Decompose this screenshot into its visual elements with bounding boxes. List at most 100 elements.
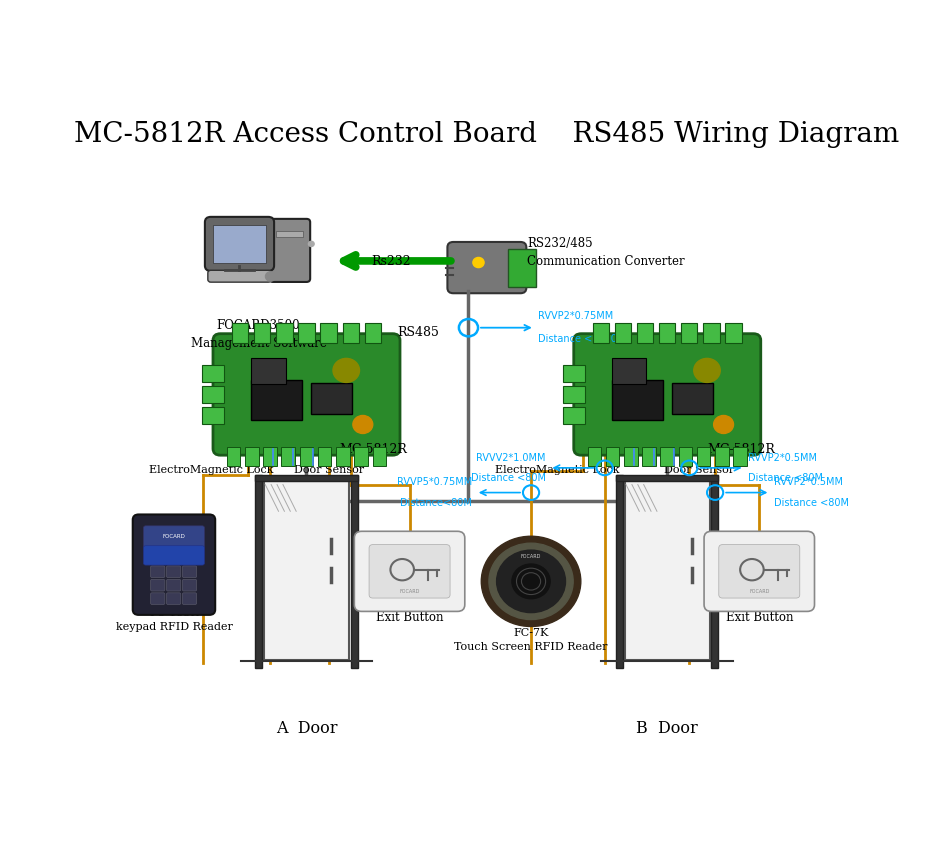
FancyBboxPatch shape [719, 544, 800, 598]
FancyBboxPatch shape [263, 447, 276, 466]
Text: Door Sensor: Door Sensor [294, 465, 364, 474]
FancyBboxPatch shape [354, 531, 465, 611]
FancyBboxPatch shape [143, 525, 204, 547]
Circle shape [694, 358, 720, 382]
FancyBboxPatch shape [726, 323, 742, 343]
FancyBboxPatch shape [588, 447, 601, 466]
FancyBboxPatch shape [563, 386, 584, 403]
Polygon shape [616, 475, 623, 668]
FancyBboxPatch shape [660, 447, 674, 466]
FancyBboxPatch shape [678, 447, 693, 466]
FancyBboxPatch shape [166, 579, 180, 591]
FancyBboxPatch shape [311, 383, 352, 414]
FancyBboxPatch shape [202, 407, 224, 424]
Circle shape [473, 257, 485, 268]
FancyBboxPatch shape [336, 447, 350, 466]
Text: MC-5812R: MC-5812R [708, 443, 775, 456]
FancyBboxPatch shape [213, 225, 266, 263]
FancyBboxPatch shape [369, 544, 450, 598]
FancyBboxPatch shape [269, 218, 310, 282]
Text: RVVP2*0.5MM: RVVP2*0.5MM [749, 453, 817, 462]
FancyBboxPatch shape [298, 323, 314, 343]
FancyBboxPatch shape [715, 447, 729, 466]
FancyBboxPatch shape [697, 447, 711, 466]
Text: FOCARD: FOCARD [521, 554, 541, 559]
FancyBboxPatch shape [227, 447, 240, 466]
FancyBboxPatch shape [624, 447, 637, 466]
FancyBboxPatch shape [365, 323, 381, 343]
Circle shape [713, 415, 733, 434]
FancyBboxPatch shape [593, 323, 609, 343]
Text: FOCARD3500
Management Software: FOCARD3500 Management Software [191, 319, 327, 350]
FancyBboxPatch shape [182, 593, 197, 604]
Text: Rs232: Rs232 [371, 255, 411, 268]
FancyBboxPatch shape [166, 593, 180, 604]
FancyBboxPatch shape [143, 545, 204, 565]
Text: A  Door: A Door [276, 720, 337, 737]
Text: FOCARD: FOCARD [750, 589, 770, 594]
FancyBboxPatch shape [213, 334, 400, 455]
Text: Exit Button: Exit Button [726, 611, 793, 624]
Circle shape [265, 271, 275, 281]
FancyBboxPatch shape [205, 217, 275, 271]
FancyBboxPatch shape [318, 447, 332, 466]
FancyBboxPatch shape [642, 447, 656, 466]
Text: ElectroMagnetic Lock: ElectroMagnetic Lock [148, 465, 273, 474]
Text: RVVP2*0.5MM: RVVP2*0.5MM [774, 477, 843, 487]
FancyBboxPatch shape [255, 323, 271, 343]
FancyBboxPatch shape [659, 323, 675, 343]
FancyBboxPatch shape [372, 447, 386, 466]
Text: ElectroMagnetic Lock: ElectroMagnetic Lock [495, 465, 619, 474]
FancyBboxPatch shape [624, 480, 710, 660]
Text: RVVP2*0.75MM: RVVP2*0.75MM [539, 311, 614, 321]
FancyBboxPatch shape [563, 365, 584, 382]
FancyBboxPatch shape [672, 383, 712, 414]
Circle shape [497, 551, 565, 613]
FancyBboxPatch shape [276, 231, 303, 237]
Polygon shape [256, 475, 262, 668]
Circle shape [489, 544, 573, 620]
FancyBboxPatch shape [606, 447, 619, 466]
FancyBboxPatch shape [202, 365, 224, 382]
FancyBboxPatch shape [151, 579, 165, 591]
Text: FC-7K
Touch Screen RFID Reader: FC-7K Touch Screen RFID Reader [454, 628, 608, 652]
Text: Exit Button: Exit Button [376, 611, 444, 624]
Polygon shape [351, 475, 358, 668]
Text: Door Sensor: Door Sensor [663, 465, 733, 474]
Text: MC-5812R: MC-5812R [340, 443, 408, 456]
FancyBboxPatch shape [251, 357, 286, 384]
FancyBboxPatch shape [133, 514, 216, 615]
FancyBboxPatch shape [151, 552, 165, 564]
Circle shape [352, 415, 372, 434]
FancyBboxPatch shape [245, 447, 258, 466]
FancyBboxPatch shape [202, 386, 224, 403]
FancyBboxPatch shape [151, 566, 165, 577]
Polygon shape [616, 475, 718, 481]
FancyBboxPatch shape [343, 323, 359, 343]
Text: Distance <1200M: Distance <1200M [539, 335, 626, 344]
FancyBboxPatch shape [151, 593, 165, 604]
Text: RS232/485
Communication Converter: RS232/485 Communication Converter [527, 237, 685, 268]
FancyBboxPatch shape [733, 447, 747, 466]
FancyBboxPatch shape [166, 552, 180, 564]
FancyBboxPatch shape [182, 579, 197, 591]
FancyBboxPatch shape [612, 381, 663, 420]
Circle shape [309, 241, 314, 246]
FancyBboxPatch shape [615, 323, 631, 343]
FancyBboxPatch shape [182, 552, 197, 564]
FancyBboxPatch shape [182, 566, 197, 577]
FancyBboxPatch shape [563, 407, 584, 424]
FancyBboxPatch shape [166, 566, 180, 577]
Text: MC-5812R Access Control Board    RS485 Wiring Diagram: MC-5812R Access Control Board RS485 Wiri… [74, 121, 900, 147]
FancyBboxPatch shape [637, 323, 654, 343]
FancyBboxPatch shape [264, 480, 350, 660]
Text: Distance <80M: Distance <80M [774, 498, 849, 508]
Text: B  Door: B Door [636, 720, 698, 737]
FancyBboxPatch shape [574, 334, 761, 455]
Text: Distance <80M: Distance <80M [749, 473, 824, 483]
FancyBboxPatch shape [276, 323, 293, 343]
Polygon shape [712, 475, 718, 668]
Text: RVVP5*0.75MM: RVVP5*0.75MM [397, 477, 472, 487]
FancyBboxPatch shape [447, 242, 526, 293]
Text: FOCARD: FOCARD [399, 589, 420, 594]
